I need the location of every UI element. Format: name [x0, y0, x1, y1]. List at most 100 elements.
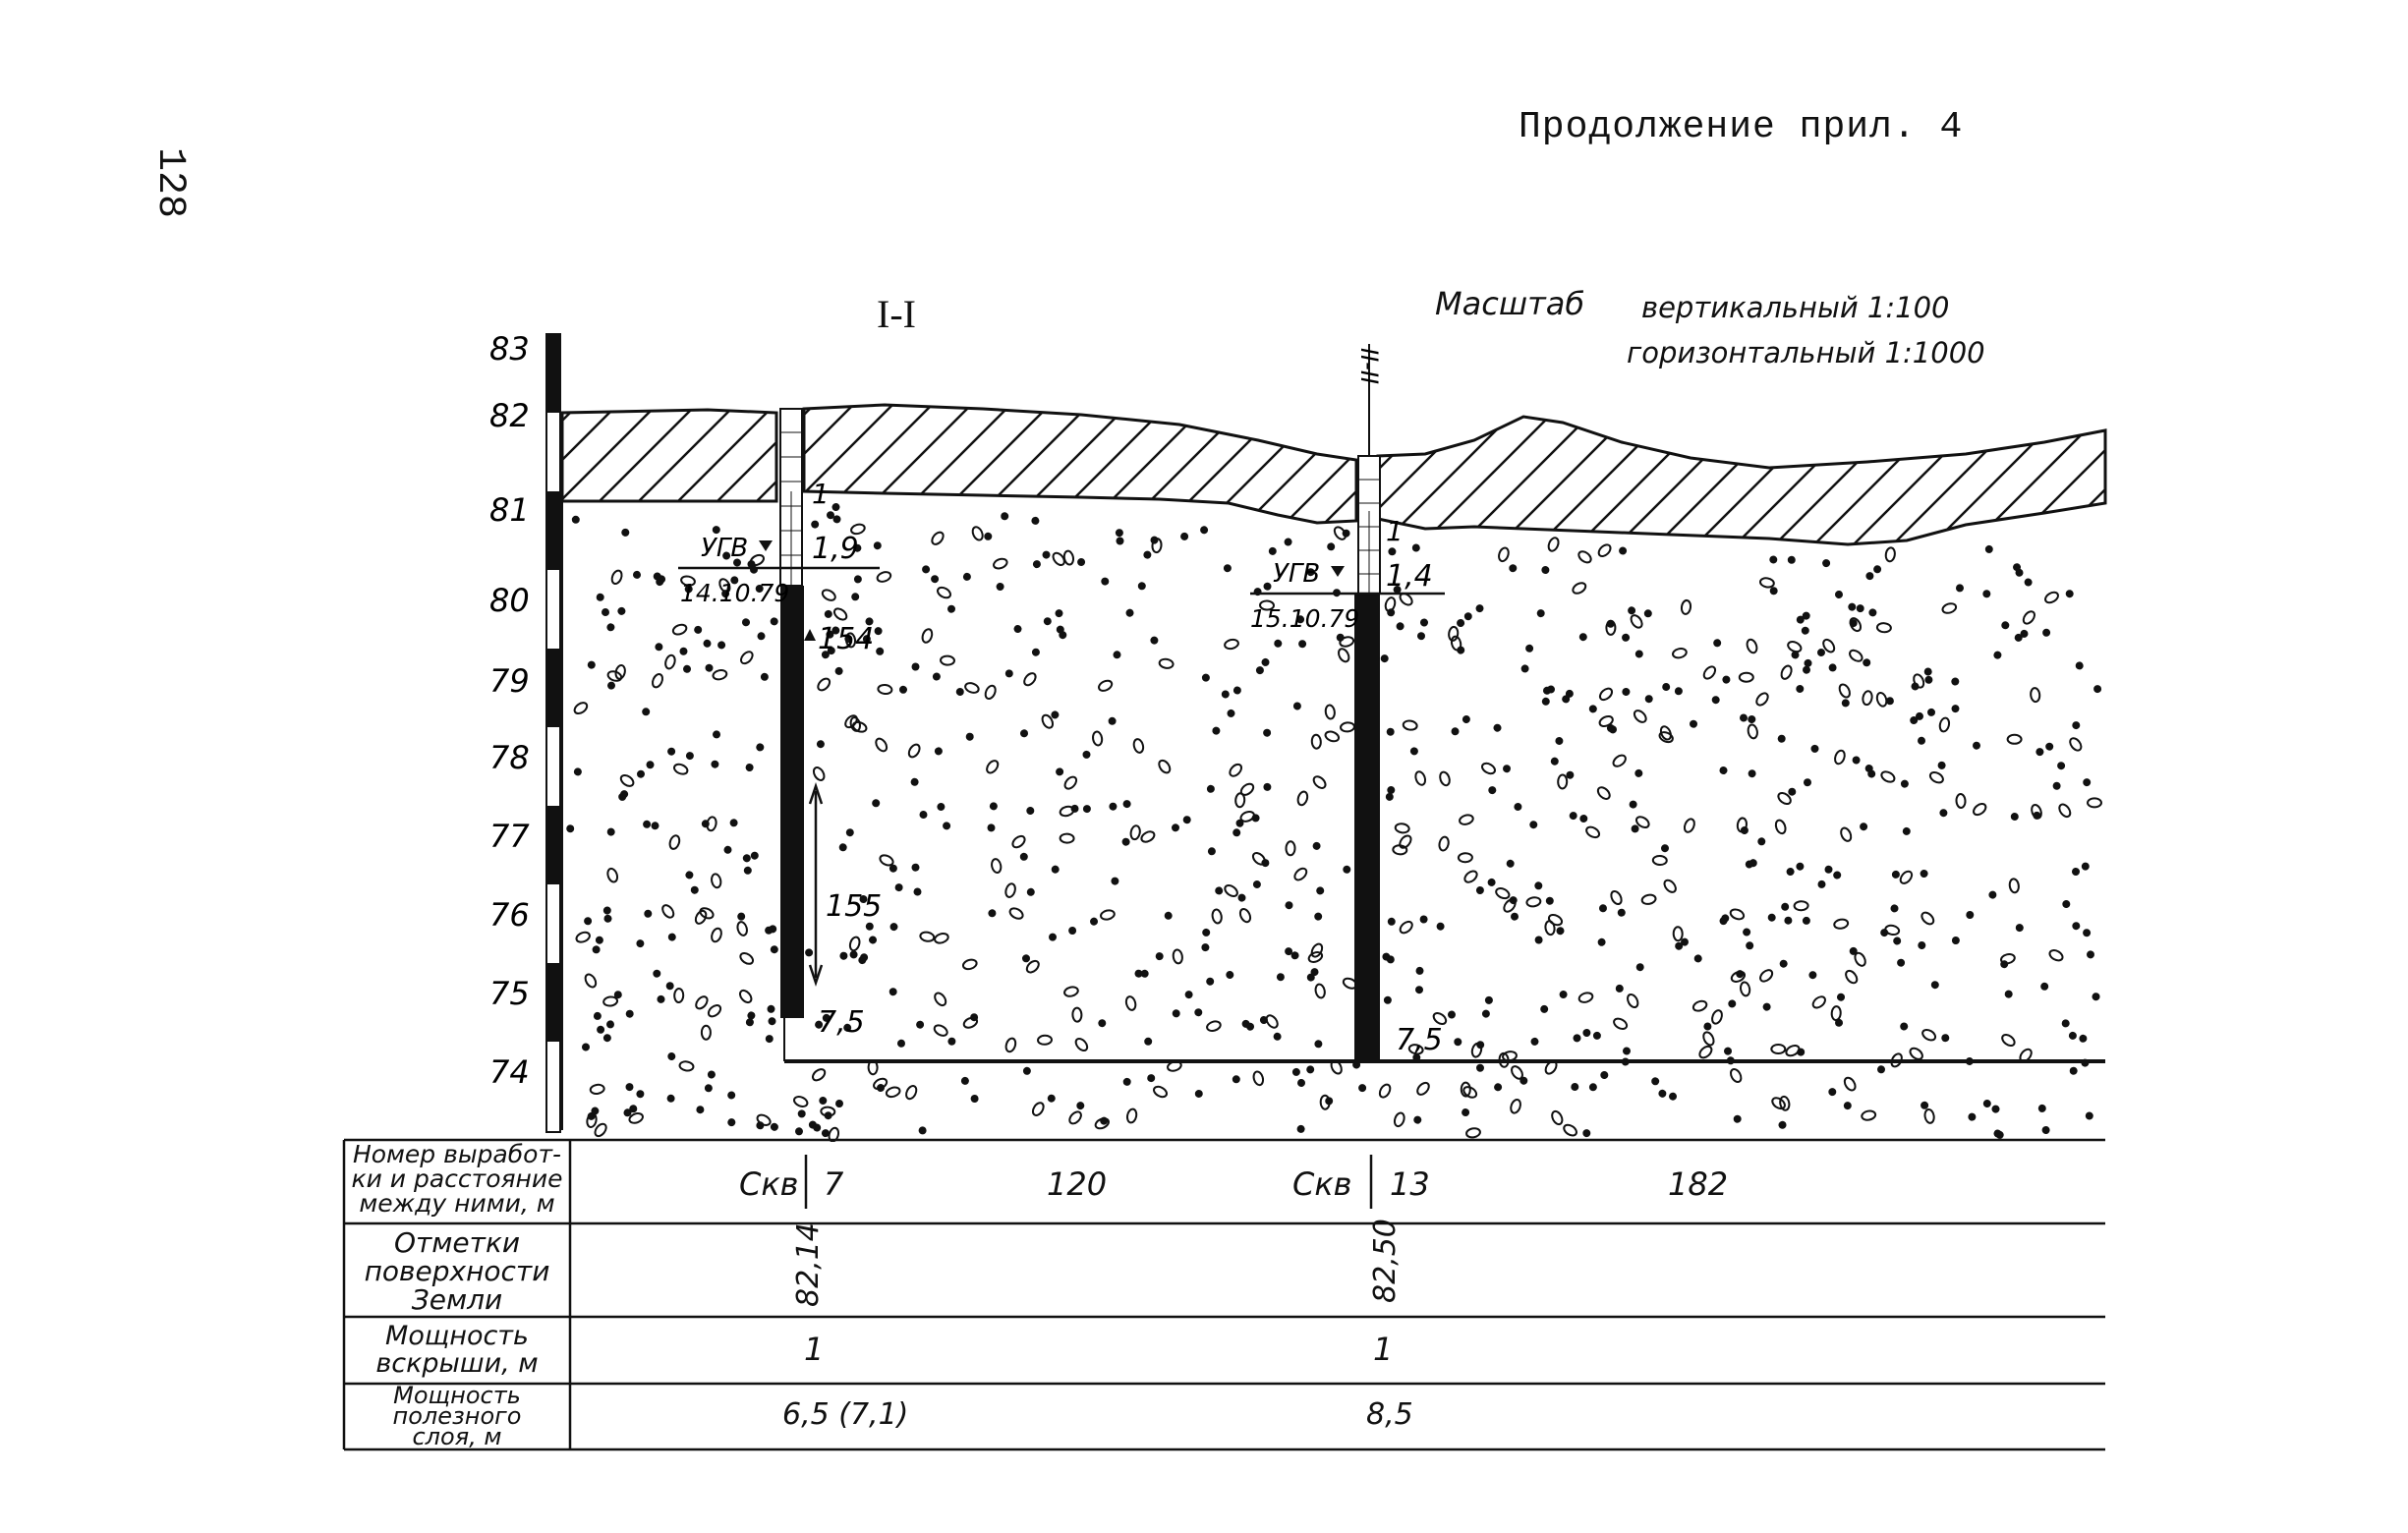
gravel-dot: [947, 604, 956, 613]
gravel-dot: [1877, 1065, 1886, 1074]
gravel-dot: [1164, 911, 1173, 920]
section-title: I-I: [877, 292, 916, 336]
gravel-dot: [1338, 648, 1350, 663]
gravel-dot: [1634, 768, 1643, 777]
gravel-dot: [1738, 671, 1754, 683]
gravel-dot: [1860, 823, 1868, 831]
gravel-dot: [2008, 878, 2020, 894]
gravel-dot: [1785, 1044, 1801, 1057]
gravel-dot: [1153, 1085, 1168, 1099]
gravel-dot: [690, 885, 699, 894]
gravel-dot: [1172, 1009, 1180, 1018]
gravel-dot: [671, 623, 688, 636]
gravel-dot: [1056, 625, 1064, 634]
gravel-dot: [1259, 1016, 1268, 1024]
gravel-dot: [1900, 779, 1909, 788]
gravel-dot: [1394, 823, 1410, 834]
gravel-dot: [1582, 1029, 1591, 1037]
gravel-dot: [667, 747, 676, 756]
sample-marker-triangle: [804, 629, 816, 641]
gravel-dot: [1068, 927, 1077, 935]
overburden-layer: [560, 403, 2107, 546]
gravel-dot: [1296, 1124, 1305, 1133]
gravel-dot: [584, 917, 593, 926]
gravel-dot: [889, 923, 898, 932]
gravel-dot: [1298, 640, 1307, 649]
gravel-dot: [834, 666, 843, 675]
gravel-dot: [991, 858, 1003, 875]
gravel-dot: [738, 989, 753, 1004]
gravel-dot: [1669, 1092, 1677, 1101]
gravel-dot: [815, 1020, 824, 1029]
gravel-dot: [826, 630, 834, 639]
gravel-dot: [1226, 971, 1234, 979]
gravel-dot: [934, 747, 943, 756]
gravel-dot: [916, 1020, 925, 1029]
gravel-dot: [1296, 790, 1309, 807]
gravel-dot: [1235, 819, 1244, 827]
gravel-dot: [1312, 775, 1327, 789]
gravel-dot: [934, 933, 949, 944]
gravel-dot: [1125, 1107, 1138, 1124]
gravel-dot: [707, 1070, 716, 1079]
gravel-dot: [1416, 1081, 1430, 1096]
elevation-tick-75: 75: [489, 975, 530, 1012]
gravel-dot: [1837, 993, 1846, 1001]
gravel-dot: [582, 1043, 590, 1051]
gravel-dot: [1746, 638, 1758, 654]
gravel-dot: [2069, 1066, 2078, 1075]
gravel-dot: [2033, 811, 2041, 820]
gravel-dot: [755, 585, 764, 593]
gravel-dot: [1402, 719, 1418, 731]
gravel-dot: [824, 1111, 832, 1120]
gravel-dot: [1101, 577, 1110, 586]
gravel-dot: [1711, 1009, 1723, 1025]
gravel-dot: [795, 1127, 803, 1136]
elevation-scale-bar: [545, 333, 561, 1133]
gravel-dot: [1525, 896, 1542, 908]
gravel-dot: [683, 664, 691, 673]
gravel-dot: [1743, 928, 1751, 937]
gravel-dot: [817, 677, 831, 692]
gravel-dot: [749, 553, 765, 567]
gravel-dot: [1140, 969, 1149, 978]
gravel-dot: [1462, 1108, 1470, 1116]
gravel-dot: [1690, 719, 1697, 728]
gravel-dot: [1327, 542, 1336, 551]
gravel-dot: [2085, 1111, 2093, 1120]
gravel-dot: [2072, 721, 2081, 730]
gravel-dot: [668, 834, 681, 850]
gravel-dot: [745, 764, 754, 771]
gravel-dot: [1572, 582, 1587, 595]
gravel-dot: [1284, 538, 1292, 546]
gravel-dot: [1534, 936, 1543, 944]
gravel-dot: [1438, 835, 1450, 852]
gravel-dot: [1224, 884, 1238, 897]
gravel-dot: [1462, 715, 1470, 723]
cell-well-type-1: Скв: [739, 1165, 799, 1203]
gravel-dot: [897, 1039, 905, 1048]
gravel-dot: [1749, 859, 1757, 868]
gravel-dot: [1261, 859, 1270, 868]
gravel-dot: [1200, 526, 1209, 535]
gravel-dot: [1340, 721, 1355, 733]
gravel-dot: [1343, 865, 1351, 874]
gravel-dot: [824, 609, 832, 618]
gravel-dot: [1988, 890, 1997, 899]
gravel-dot: [1597, 937, 1606, 946]
gravel-dot: [933, 1024, 948, 1037]
gravel-dot: [1155, 952, 1164, 961]
gravel-dot: [2041, 1126, 2050, 1134]
gravel-dot: [602, 906, 611, 915]
gravel-dot: [711, 873, 722, 889]
gravel-dot: [1585, 825, 1601, 839]
gravel-dot: [2062, 899, 2071, 908]
gravel-dot: [1843, 1076, 1857, 1092]
gravel-dot: [1407, 1044, 1424, 1055]
gravel-dot: [1728, 999, 1737, 1008]
gravel-dot: [1022, 1066, 1031, 1075]
gravel-dot: [961, 958, 978, 971]
gravel-dot: [1781, 902, 1790, 911]
gravel-dot: [1031, 648, 1040, 656]
gravel-dot: [613, 991, 622, 999]
